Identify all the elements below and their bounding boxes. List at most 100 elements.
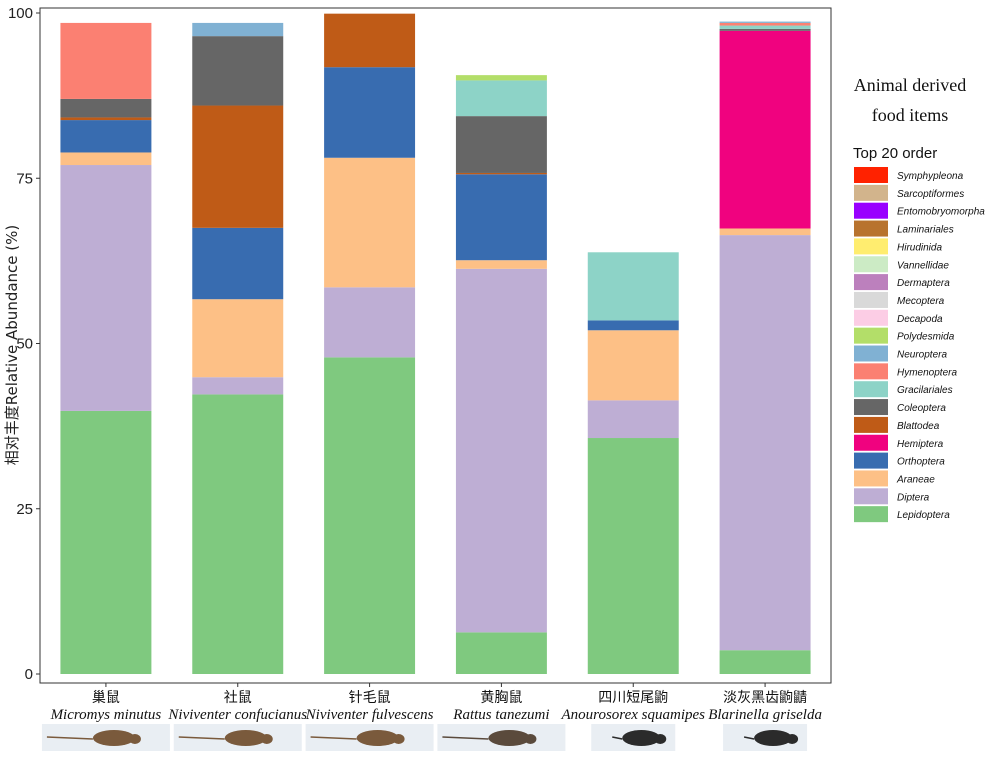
legend-swatch — [854, 452, 888, 469]
legend-item-coleoptera: Coleoptera — [854, 399, 946, 416]
y-tick-label: 75 — [16, 170, 33, 187]
legend-swatch — [854, 202, 888, 219]
y-tick-label: 0 — [25, 666, 33, 683]
bar-segment-lepidoptera — [587, 438, 679, 674]
bar-segment-gracilariales — [719, 25, 811, 29]
legend-label: Gracilariales — [897, 385, 953, 396]
legend-label: Diptera — [897, 492, 930, 503]
legend-item-dermaptera: Dermaptera — [854, 274, 950, 291]
bar-segment-orthoptera — [587, 320, 679, 331]
legend-item-orthoptera: Orthoptera — [854, 452, 945, 469]
bar-segment-neuroptera — [719, 21, 811, 23]
x-tick-label-latin: Niviventer confucianus — [167, 707, 307, 723]
harvest-mouse-photo — [41, 724, 170, 751]
bar-segment-araneae — [324, 157, 416, 288]
legend-label: Polydesmida — [897, 332, 955, 343]
bar-segment-araneae — [192, 299, 284, 378]
y-axis: 0 25 50 75 100 — [8, 5, 40, 683]
bar-segment-blattodea — [455, 172, 547, 175]
legend-swatch — [854, 220, 888, 237]
legend-swatch — [854, 184, 888, 201]
bar-segment-polydesmida — [455, 75, 547, 81]
legend-label: Hirudinida — [897, 242, 942, 253]
legend-item-symphypleona: Symphypleona — [854, 167, 964, 183]
x-tick-label-chinese: 针毛鼠 — [349, 690, 391, 706]
legend-item-diptera: Diptera — [854, 488, 930, 505]
legend-item-vannellidae: Vannellidae — [854, 256, 949, 273]
legend-swatch — [854, 256, 888, 273]
legend-swatch — [854, 506, 888, 523]
x-tick-label-chinese: 巢鼠 — [92, 690, 120, 706]
legend-label: Neuroptera — [897, 350, 947, 361]
bar-segment-gracilariales — [587, 252, 679, 321]
legend-subtitle: Top 20 order — [853, 145, 937, 162]
x-tick-label-chinese: 四川短尾鼩 — [598, 690, 668, 706]
legend-swatch — [854, 488, 888, 505]
bar-segment-hymenoptera — [60, 22, 152, 99]
legend-label: Araneae — [896, 474, 935, 485]
legend-swatch — [854, 434, 888, 451]
y-tick-label: 100 — [8, 5, 33, 22]
legend-swatch — [854, 345, 888, 362]
legend-swatch — [854, 399, 888, 416]
bar-segment-gracilariales — [455, 80, 547, 117]
legend-items: Symphypleona Sarcoptiformes Entomobryomorp… — [854, 167, 985, 523]
legend-item-laminariales: Laminariales — [854, 220, 954, 237]
legend-label: Mecoptera — [897, 296, 945, 307]
legend-item-hirudinida: Hirudinida — [854, 238, 942, 255]
legend-item-sarcoptiformes: Sarcoptiformes — [854, 184, 964, 201]
legend-label: Laminariales — [897, 225, 954, 236]
bar-segment-diptera — [60, 165, 152, 411]
legend: Animal derived food items Top 20 order Sy… — [853, 75, 985, 523]
legend-item-hymenoptera: Hymenoptera — [854, 363, 957, 380]
chestnut-rat-photo — [305, 724, 434, 751]
legend-swatch — [854, 291, 888, 308]
bar-segment-orthoptera — [455, 174, 547, 261]
bar-segment-orthoptera — [324, 67, 416, 158]
legend-label: Vannellidae — [897, 260, 949, 271]
bar-segment-diptera — [192, 377, 284, 395]
bar-segment-diptera — [719, 235, 811, 651]
legend-item-decapoda: Decapoda — [854, 309, 943, 326]
legend-swatch — [854, 327, 888, 344]
x-tick-label-latin: Rattus tanezumi — [452, 707, 549, 723]
legend-swatch — [854, 381, 888, 398]
confucian-rat-photo — [173, 724, 302, 751]
legend-label: Sarcoptiformes — [897, 189, 964, 200]
legend-swatch — [854, 274, 888, 291]
y-tick-label: 25 — [16, 501, 33, 518]
bar-segment-diptera — [455, 268, 547, 633]
bar-segment-diptera — [324, 287, 416, 358]
y-tick-label: 50 — [16, 336, 33, 353]
x-tick-label-latin: Micromys minutus — [50, 707, 162, 723]
legend-item-hemiptera: Hemiptera — [854, 434, 944, 451]
bar-segment-araneae — [455, 260, 547, 269]
legend-item-gracilariales: Gracilariales — [854, 381, 953, 398]
legend-swatch — [854, 309, 888, 326]
legend-label: Decapoda — [897, 314, 943, 325]
legend-item-araneae: Araneae — [854, 470, 935, 487]
bar-segment-blattodea — [60, 117, 152, 121]
bar-segment-araneae — [719, 228, 811, 236]
bar-segment-lepidoptera — [719, 650, 811, 674]
legend-item-neuroptera: Neuroptera — [854, 345, 947, 362]
bar-segment-neuroptera — [192, 22, 284, 37]
bar-segment-araneae — [60, 152, 152, 166]
legend-label: Symphypleona — [897, 171, 964, 182]
legend-item-entomobryomorpha: Entomobryomorpha — [854, 202, 985, 219]
bar-segment-blattodea — [324, 13, 416, 68]
x-tick-label-chinese: 社鼠 — [224, 690, 252, 706]
legend-item-blattodea: Blattodea — [854, 416, 940, 433]
bar-segment-lepidoptera — [60, 410, 152, 674]
legend-item-polydesmida: Polydesmida — [854, 327, 955, 344]
legend-label: Blattodea — [897, 421, 940, 432]
legend-item-mecoptera: Mecoptera — [854, 291, 945, 308]
x-tick-label-latin: Anourosorex squamipes — [561, 707, 706, 723]
bar-segment-lepidoptera — [455, 632, 547, 674]
legend-swatch — [854, 238, 888, 255]
legend-label: Coleoptera — [897, 403, 946, 414]
bar-segment-coleoptera — [455, 116, 547, 173]
legend-label: Hymenoptera — [897, 367, 957, 378]
